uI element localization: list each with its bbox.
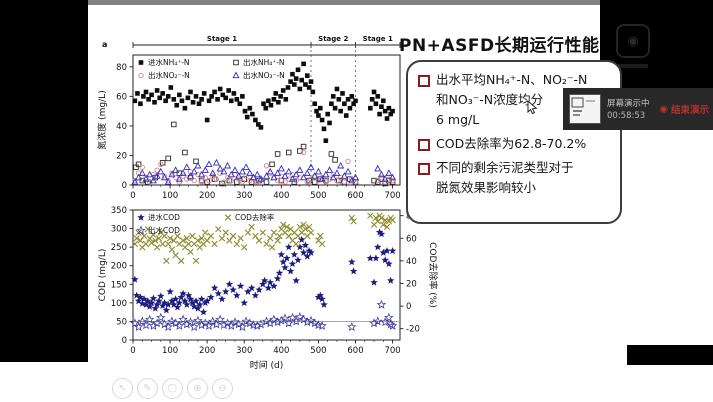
left-black-pane bbox=[0, 0, 88, 362]
svg-text:150: 150 bbox=[111, 280, 127, 290]
bullet-item: COD去除率为62.8-70.2% bbox=[418, 134, 614, 154]
bullet-square-icon bbox=[418, 75, 430, 87]
bullet-text: 不同的剩余污泥类型对于 bbox=[436, 160, 574, 175]
pointer-icon: ↖ bbox=[118, 383, 127, 394]
zoom-out-button[interactable]: ⊖ bbox=[212, 378, 233, 399]
svg-text:100: 100 bbox=[162, 191, 178, 201]
svg-text:40: 40 bbox=[406, 257, 417, 267]
svg-text:Stage 1: Stage 1 bbox=[363, 35, 393, 43]
svg-text:0: 0 bbox=[122, 336, 127, 346]
svg-text:进水NH₄⁺-N: 进水NH₄⁺-N bbox=[148, 57, 190, 67]
svg-text:0: 0 bbox=[406, 302, 411, 312]
svg-text:出水COD: 出水COD bbox=[148, 225, 180, 235]
svg-text:300: 300 bbox=[236, 346, 252, 356]
summary-box: 出水平均NH₄⁺-N、NO₂⁻-N 和NO₃⁻-N浓度均分 6 mg/L COD… bbox=[406, 60, 622, 224]
zoom-in-button[interactable]: ⊕ bbox=[187, 378, 208, 399]
svg-text:80: 80 bbox=[116, 63, 127, 73]
stop-icon: ◉ bbox=[659, 103, 668, 115]
svg-text:COD (mg/L): COD (mg/L) bbox=[98, 249, 108, 302]
bullet-text: 出水平均NH₄⁺-N、NO₂⁻-N bbox=[436, 72, 588, 87]
share-timer: 00:58:53 bbox=[607, 111, 646, 121]
mouse-cursor bbox=[527, 99, 539, 119]
svg-text:20: 20 bbox=[116, 151, 127, 161]
svg-text:350: 350 bbox=[111, 206, 127, 216]
participant-name-bar bbox=[618, 64, 648, 68]
bullet-square-icon bbox=[418, 139, 430, 151]
svg-text:100: 100 bbox=[162, 346, 178, 356]
annotation-toolbar: ↖ ✎ ▢ ⊕ ⊖ bbox=[112, 378, 233, 399]
svg-text:20: 20 bbox=[406, 279, 417, 289]
screen-share-banner: 屏幕演示中 00:58:53 ◉ 结束演示 bbox=[563, 88, 713, 130]
svg-text:60: 60 bbox=[406, 234, 417, 244]
svg-text:进水COD: 进水COD bbox=[148, 212, 180, 222]
svg-text:50: 50 bbox=[116, 317, 127, 327]
svg-text:氮浓度 (mg/L): 氮浓度 (mg/L) bbox=[96, 90, 108, 149]
nitrogen-chart: Stage 1 Stage 2 Stage 10 100 200 300 400 500 600… bbox=[96, 35, 401, 201]
bullet-text: COD去除率为62.8-70.2% bbox=[436, 136, 587, 151]
pen-button[interactable]: ✎ bbox=[137, 378, 158, 399]
svg-text:出水NO₃⁻-N: 出水NO₃⁻-N bbox=[243, 70, 285, 80]
svg-text:300: 300 bbox=[111, 225, 127, 235]
svg-text:COD去除率 (%): COD去除率 (%) bbox=[427, 242, 439, 308]
svg-text:100: 100 bbox=[111, 299, 127, 309]
window-top-strip bbox=[88, 0, 600, 5]
svg-text:600: 600 bbox=[347, 191, 363, 201]
eraser-icon: ▢ bbox=[167, 383, 178, 394]
svg-text:250: 250 bbox=[111, 243, 127, 253]
svg-text:Stage 1: Stage 1 bbox=[207, 35, 237, 43]
zoom-in-icon: ⊕ bbox=[193, 383, 202, 394]
svg-text:200: 200 bbox=[199, 346, 215, 356]
laser-pointer-button[interactable]: ↖ bbox=[112, 378, 133, 399]
stop-label: 结束演示 bbox=[670, 105, 709, 116]
bullet-text: 和NO₃⁻-N浓度均分 bbox=[436, 92, 544, 107]
stop-presentation-button[interactable]: ◉ 结束演示 bbox=[659, 102, 709, 117]
svg-text:a: a bbox=[102, 40, 107, 49]
svg-text:300: 300 bbox=[236, 191, 252, 201]
svg-text:40: 40 bbox=[116, 122, 127, 132]
svg-text:出水NH₄⁺-N: 出水NH₄⁺-N bbox=[243, 57, 285, 67]
svg-text:60: 60 bbox=[116, 92, 127, 102]
camera-off-icon: ◉ bbox=[616, 24, 650, 58]
share-status: 屏幕演示中 00:58:53 bbox=[607, 97, 659, 121]
eraser-button[interactable]: ▢ bbox=[162, 378, 183, 399]
svg-text:Stage 2: Stage 2 bbox=[318, 35, 348, 43]
page-title: PN+ASFD长期运行性能 bbox=[399, 36, 600, 56]
svg-text:400: 400 bbox=[273, 191, 289, 201]
bottom-right-black-pane bbox=[627, 345, 713, 365]
svg-text:700: 700 bbox=[384, 191, 400, 201]
svg-text:时间 (d): 时间 (d) bbox=[250, 359, 284, 371]
svg-text:600: 600 bbox=[347, 346, 363, 356]
svg-text:200: 200 bbox=[199, 191, 215, 201]
bullet-square-icon bbox=[418, 163, 430, 175]
svg-text:500: 500 bbox=[310, 346, 326, 356]
svg-text:0: 0 bbox=[122, 181, 127, 191]
participant-video-placeholder: ◉ bbox=[612, 24, 654, 72]
svg-text:-20: -20 bbox=[406, 325, 420, 335]
cod-chart: 0 100 200 300 400 500 600 700050100150200250300… bbox=[98, 206, 439, 371]
svg-text:700: 700 bbox=[384, 346, 400, 356]
svg-text:400: 400 bbox=[273, 346, 289, 356]
bullet-item: 不同的剩余污泥类型对于 脱氮效果影响较小 bbox=[418, 158, 614, 198]
svg-text:500: 500 bbox=[310, 191, 326, 201]
pen-icon: ✎ bbox=[143, 383, 152, 394]
bullet-text: 脱氮效果影响较小 bbox=[436, 180, 537, 195]
svg-text:出水NO₂⁻-N: 出水NO₂⁻-N bbox=[148, 70, 190, 80]
svg-text:0: 0 bbox=[130, 346, 135, 356]
bullet-item: 出水平均NH₄⁺-N、NO₂⁻-N 和NO₃⁻-N浓度均分 6 mg/L bbox=[418, 70, 614, 130]
svg-text:200: 200 bbox=[111, 262, 127, 272]
presentation-thumbnail[interactable] bbox=[569, 94, 601, 124]
svg-text:0: 0 bbox=[130, 191, 135, 201]
share-status-text: 屏幕演示中 bbox=[607, 99, 650, 109]
zoom-out-icon: ⊖ bbox=[218, 383, 227, 394]
bullet-text: 6 mg/L bbox=[436, 112, 480, 127]
svg-text:COD去除率: COD去除率 bbox=[235, 212, 275, 222]
